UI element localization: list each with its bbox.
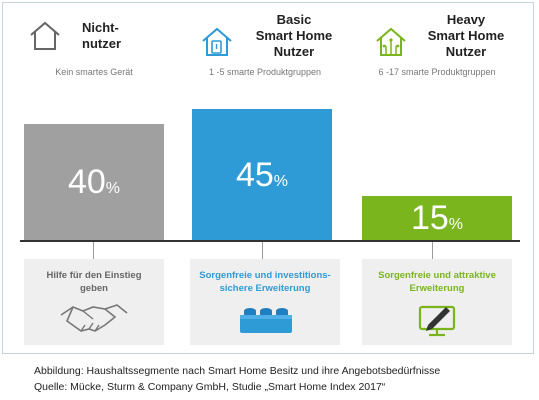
benefit-text-line: Sorgenfreie und investitions- [199, 270, 331, 281]
benefit-text-line: Erweiterung [409, 283, 465, 294]
building-block-icon [240, 308, 292, 333]
benefit-text: Sorgenfreie und investitions- sichere Er… [196, 269, 334, 295]
figure-source: Quelle: Mücke, Sturm & Company GmbH, Stu… [34, 381, 386, 393]
benefit-box-basic: Sorgenfreie und investitions- sichere Er… [190, 259, 340, 345]
segment-header-basic: Basic Smart Home Nutzer [200, 10, 350, 60]
segment-title-line: Nutzer [445, 44, 487, 59]
benefit-text-line: sichere Erweiterung [219, 283, 311, 294]
bar-value-number: 45 [235, 156, 274, 194]
bar-value-label: 15% [362, 198, 512, 245]
monitor-pen-icon [418, 305, 456, 337]
segment-header-nichtnutzer: Nicht- nutzer [28, 10, 158, 60]
segment-title-line: Smart Home [255, 28, 333, 43]
bar-value-label: 40% [24, 162, 164, 209]
segment-title-line: Heavy [446, 12, 486, 27]
bar-value-number: 15 [410, 199, 449, 237]
bar-value-unit: % [448, 216, 464, 233]
bar-value-unit: % [273, 173, 289, 190]
bar-value-label: 45% [192, 155, 332, 202]
handshake-icon [60, 304, 128, 332]
circuit-house-icon [376, 27, 406, 56]
bar-value-unit: % [105, 180, 121, 197]
benefit-text-line: geben [80, 283, 108, 294]
benefit-box-nichtnutzer: Hilfe für den Einstieg geben [24, 259, 164, 345]
connector-line [432, 242, 433, 260]
segment-title-line: Nutzer [273, 44, 315, 59]
benefit-text: Hilfe für den Einstieg geben [30, 269, 158, 295]
connector-line [93, 242, 94, 260]
bar-heavy: 15% [362, 196, 512, 240]
smart-house-icon [202, 27, 232, 56]
benefit-text-line: Sorgenfreie und attraktive [378, 270, 496, 281]
figure-caption: Abbildung: Haushaltssegmente nach Smart … [34, 365, 441, 377]
connector-line [262, 242, 263, 260]
segment-title-line: Nicht- [82, 20, 119, 35]
segment-header-heavy: Heavy Smart Home Nutzer [374, 10, 524, 60]
segment-title-line: nutzer [82, 36, 121, 51]
segment-subtitle: 1 -5 smarte Produktgruppen [208, 67, 322, 77]
benefit-text-line: Hilfe für den Einstieg [46, 270, 142, 281]
bar-basic: 45% [192, 109, 332, 240]
chart-baseline [20, 240, 520, 242]
segment-subtitle: 6 -17 smarte Produktgruppen [378, 67, 496, 77]
benefit-text: Sorgenfreie und attraktive Erweiterung [368, 269, 506, 295]
bar-value-number: 40 [67, 163, 106, 201]
segment-title-line: Smart Home [427, 28, 505, 43]
segment-title-line: Basic [276, 12, 312, 27]
house-outline-icon [30, 21, 60, 50]
benefit-box-heavy: Sorgenfreie und attraktive Erweiterung [362, 259, 512, 345]
segment-subtitle: Kein smartes Gerät [55, 67, 133, 77]
bar-nichtnutzer: 40% [24, 124, 164, 240]
